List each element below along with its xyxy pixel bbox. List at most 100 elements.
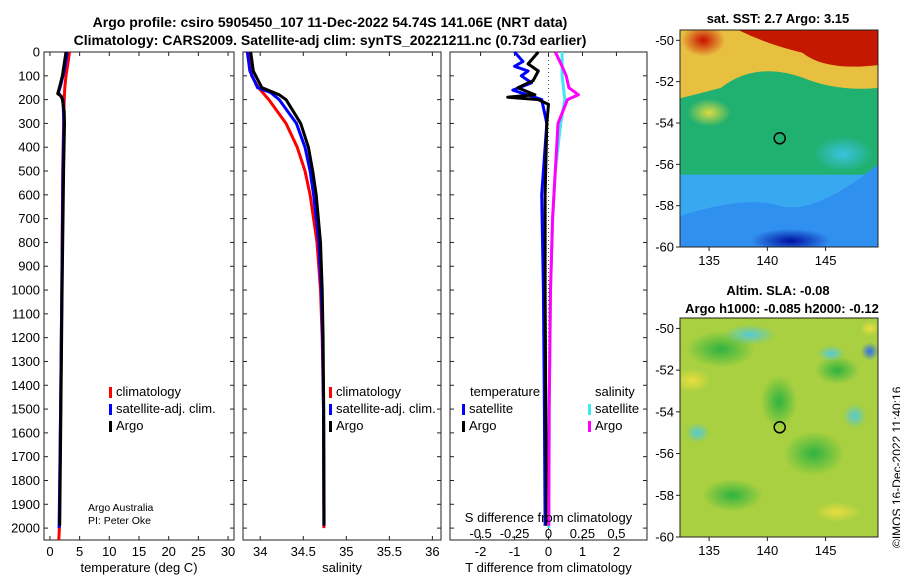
sst-cool-patch xyxy=(813,136,874,172)
temperature-ytick-label: 500 xyxy=(18,164,40,179)
figure-title-line1: Argo profile: csiro 5905450_107 11-Dec-2… xyxy=(92,14,568,30)
differences-sal-tick-label: 0 xyxy=(545,526,552,541)
sst-hot-region xyxy=(738,30,878,67)
salinity-xtick-label: 34 xyxy=(253,544,267,559)
temperature-xlabel: temperature (deg C) xyxy=(80,560,197,575)
differences-xtick-label: -2 xyxy=(475,544,487,559)
sla-map-subtitle: Argo h1000: -0.085 h2000: -0.12 xyxy=(685,301,879,316)
sla_map-frame xyxy=(679,317,879,538)
temperature-xtick-label: 0 xyxy=(46,544,53,559)
temperature-ytick-label: 1400 xyxy=(11,378,40,393)
figure-title-line2: Climatology: CARS2009. Satellite-adj cli… xyxy=(73,32,587,48)
sst-map-title: sat. SST: 2.7 Argo: 3.15 xyxy=(707,11,850,26)
sla_map-ytick-label: -54 xyxy=(655,404,674,419)
temperature-ytick-label: 1600 xyxy=(11,425,40,440)
temperature-ytick-label: 1300 xyxy=(11,354,40,369)
salinity-legend-2-label: Argo xyxy=(336,418,363,433)
temperature-legend-1-label: satellite-adj. clim. xyxy=(116,401,216,416)
sla-high-patch-0 xyxy=(680,368,712,393)
sla_map-xtick-label: 135 xyxy=(698,543,720,558)
salinity-legend-1-swatch xyxy=(329,404,332,415)
sla_map-ytick-label: -60 xyxy=(655,530,674,545)
temperature-ytick-label: 1100 xyxy=(12,306,40,321)
temperature-legend-2-label: Argo xyxy=(116,418,143,433)
salinity-xtick-label: 36 xyxy=(425,544,439,559)
temperature-series-argo xyxy=(56,51,68,526)
temperature-ytick-label: 1800 xyxy=(11,473,40,488)
sla_map-ytick-label: -50 xyxy=(655,321,674,336)
sla_map-ytick-label: -56 xyxy=(655,446,674,461)
salinity-legend-0-label: climatology xyxy=(336,384,402,399)
sst_map-xtick-label: 135 xyxy=(698,253,720,268)
diff-legend-temp-satellite-swatch xyxy=(462,404,465,415)
diff-legend-sal-satellite-swatch xyxy=(588,404,591,415)
diff-temp-satellite xyxy=(511,50,549,526)
diff-legend-sal-argo-label: Argo xyxy=(595,418,622,433)
sla-green-patch-3 xyxy=(815,356,860,385)
temperature-ytick-label: 800 xyxy=(18,235,40,250)
diff-legend-sal-title: salinity xyxy=(595,384,635,399)
diff-legend-temp-satellite-label: satellite xyxy=(469,401,513,416)
sla-cyan-patch-2 xyxy=(842,404,867,429)
temperature-ytick-label: 900 xyxy=(18,259,40,274)
temperature-ytick-label: 700 xyxy=(18,211,40,226)
temperature-ytick-label: 600 xyxy=(18,187,40,202)
salinity-legend-1-label: satellite-adj. clim. xyxy=(336,401,436,416)
temperature-ytick-label: 200 xyxy=(18,92,40,107)
sst-cold-patch xyxy=(750,228,831,247)
imos-timestamp: ©IMOS 16-Dec-2022 11:40:16 xyxy=(890,386,900,548)
sst_map-ytick-label: -52 xyxy=(655,74,674,89)
sla_map-xtick-label: 140 xyxy=(757,543,779,558)
differences-xlabel: T difference from climatology xyxy=(465,560,632,575)
sst_map-xtick-label: 140 xyxy=(757,253,779,268)
diff-legend-sal-argo-swatch xyxy=(588,421,591,432)
temperature-ytick-label: 2000 xyxy=(11,521,40,536)
diff-legend-sal-satellite-label: satellite xyxy=(595,401,639,416)
sst_map-ytick-label: -54 xyxy=(655,116,674,131)
diff-legend-temp-title: temperature xyxy=(470,384,540,399)
sla_map-ytick-label: -52 xyxy=(655,363,674,378)
temperature-xtick-label: 15 xyxy=(132,544,146,559)
sla-high-patch-1 xyxy=(813,501,862,522)
sst_map-ytick-label: -60 xyxy=(655,240,674,255)
sst_map-ytick-label: -50 xyxy=(655,33,674,48)
sst_map-argo-marker xyxy=(773,132,786,145)
salinity-plot-area xyxy=(242,51,442,541)
sst-cold-band xyxy=(680,164,878,247)
diff-legend-temp-argo-label: Argo xyxy=(469,418,496,433)
differences-xtick-label: 2 xyxy=(613,544,620,559)
sst_map-frame xyxy=(679,29,879,248)
temperature-xtick-label: 30 xyxy=(221,544,235,559)
temperature-ytick-label: 1900 xyxy=(11,497,40,512)
sla-green-patch-2 xyxy=(702,479,763,512)
temperature-ytick-label: 1000 xyxy=(11,283,40,298)
salinity-series-argo xyxy=(249,51,326,526)
temperature-ytick-label: 100 xyxy=(18,68,40,83)
salinity-xlabel: salinity xyxy=(322,560,362,575)
temperature-xtick-label: 10 xyxy=(102,544,116,559)
temperature-plot-area xyxy=(43,51,235,541)
differences-sal-tick-label: -0.5 xyxy=(469,526,491,541)
sla-cyan-patch-1 xyxy=(817,345,846,362)
salinity-xtick-label: 35.5 xyxy=(377,544,402,559)
sst-warm-patch xyxy=(687,98,732,127)
sla-map-title: Altim. SLA: -0.08 xyxy=(726,283,829,298)
sla-low-patch xyxy=(860,342,878,361)
credit-line1: Argo Australia xyxy=(88,502,154,514)
temperature-ytick-label: 1500 xyxy=(11,402,40,417)
temperature-legend-0-label: climatology xyxy=(116,384,182,399)
temperature-ytick-label: 1200 xyxy=(11,330,40,345)
differences-sal-tick-label: -0.25 xyxy=(500,526,530,541)
sst_map-xtick-label: 145 xyxy=(815,253,837,268)
temperature-legend-1-swatch xyxy=(109,404,112,415)
salinity-xtick-label: 34.5 xyxy=(291,544,316,559)
differences-sal-axis-label: S difference from climatology xyxy=(465,510,633,525)
diff-legend-temp-argo-swatch xyxy=(462,421,465,432)
salinity-legend-0-swatch xyxy=(329,387,332,398)
differences-sal-tick-label: 0.5 xyxy=(607,526,625,541)
temperature-xtick-label: 25 xyxy=(191,544,205,559)
sst-hot-patch xyxy=(681,30,726,57)
credit-line2: PI: Peter Oke xyxy=(88,515,152,527)
sla-map-image xyxy=(680,318,878,537)
